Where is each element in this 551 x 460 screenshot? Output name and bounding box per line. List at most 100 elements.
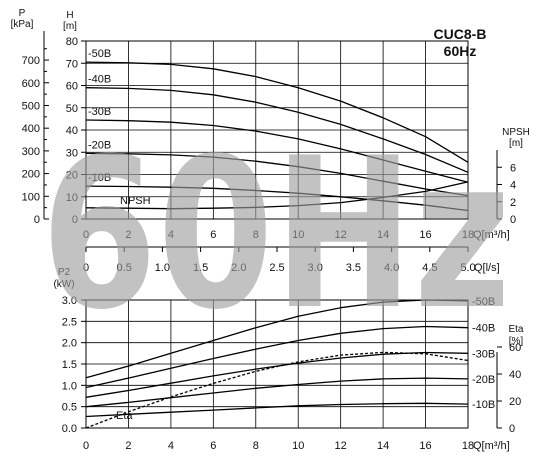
head-curve-50B xyxy=(85,61,469,163)
ls-tick-label: 1.5 xyxy=(193,262,208,274)
chart-title: CUC8-B xyxy=(434,26,487,42)
p2-tick-label: 2.0 xyxy=(62,338,77,350)
curves xyxy=(85,61,469,429)
p2-tick-label: 1.0 xyxy=(62,380,77,392)
top-q-tick-label: 6 xyxy=(210,229,216,241)
p2-tick-label: 1.5 xyxy=(62,359,77,371)
npsh-tick-label: 0 xyxy=(510,214,516,226)
top-h-tick-label: 70 xyxy=(66,58,78,70)
npsh-tick-label: 4 xyxy=(510,180,516,192)
ls-tick-label: 4.5 xyxy=(422,262,437,274)
top-q-tick-label: 14 xyxy=(377,229,389,241)
ls-tick-label: 5.0 xyxy=(460,262,475,274)
power-curve-label: -30B xyxy=(472,348,495,360)
top-q-axis-label: Q[m³/h] xyxy=(473,229,510,241)
eta-axis-unit: [%] xyxy=(509,336,524,347)
p2-axis-unit: (kW) xyxy=(53,279,74,290)
top-h-tick-label: 30 xyxy=(66,147,78,159)
npsh-tick-label: 6 xyxy=(510,162,516,174)
power-curve-40B xyxy=(85,325,469,389)
bottom-q-tick-label: 14 xyxy=(377,440,389,452)
npsh-axis-unit: [m] xyxy=(509,138,523,149)
bottom-q-tick-label: 10 xyxy=(292,440,304,452)
bottom-q-tick-label: 2 xyxy=(125,440,131,452)
top-grid xyxy=(85,40,469,220)
bottom-q-tick-label: 6 xyxy=(210,440,216,452)
power-curve-label: -10B xyxy=(472,399,495,411)
ls-tick-label: 2.5 xyxy=(269,262,284,274)
bottom-q-axis-label: Q[m³/h] xyxy=(473,440,510,452)
ls-tick-label: 3.0 xyxy=(308,262,323,274)
power-curve-10B xyxy=(85,402,469,418)
pressure-axis-title: P xyxy=(19,8,26,19)
pressure-tick-label: 100 xyxy=(22,191,40,203)
head-curveNPSH xyxy=(85,181,469,210)
top-h-tick-label: 60 xyxy=(66,81,78,93)
ls-tick-label: 0 xyxy=(83,262,89,274)
eta-tick-label: 20 xyxy=(509,396,521,408)
bottom-q-tick-label: 4 xyxy=(168,440,174,452)
bottom-q-tick-label: 16 xyxy=(419,440,431,452)
head-curve-10B xyxy=(85,185,469,212)
head-curve-30B xyxy=(85,119,469,183)
head-curve-20B xyxy=(85,152,469,197)
npsh-tick-label: 2 xyxy=(510,197,516,209)
p2-axis-title: P2 xyxy=(58,267,71,278)
p2-tick-label: 2.5 xyxy=(62,316,77,328)
axes xyxy=(43,31,502,429)
power-curve-label: -40B xyxy=(472,323,495,335)
pressure-tick-label: 500 xyxy=(22,100,40,112)
power-curve-50B xyxy=(85,299,469,379)
ls-tick-label: 1.0 xyxy=(155,262,170,274)
ls-tick-label: 0.5 xyxy=(117,262,132,274)
ls-tick-label: 4.0 xyxy=(384,262,399,274)
power-curve-label: -50B xyxy=(472,296,495,308)
bottom-q-tick-label: 0 xyxy=(83,440,89,452)
power-curve-20B xyxy=(85,377,469,408)
top-q-tick-label: 10 xyxy=(292,229,304,241)
top-q-tick-label: 0 xyxy=(83,229,89,241)
pressure-tick-label: 700 xyxy=(22,55,40,67)
head-curve-label: -10B xyxy=(88,172,111,184)
power-curveEta xyxy=(85,351,469,429)
eta-tick-label: 40 xyxy=(509,369,521,381)
top-q-tick-label: 18 xyxy=(462,229,474,241)
head-curve-label: -40B xyxy=(88,74,111,86)
top-q-tick-label: 8 xyxy=(253,229,259,241)
top-h-axis-unit: [m] xyxy=(63,21,77,32)
top-h-tick-label: 20 xyxy=(66,170,78,182)
pressure-tick-label: 600 xyxy=(22,78,40,90)
top-q-tick-label: 12 xyxy=(335,229,347,241)
ls-axis-label: Q[l/s] xyxy=(474,262,500,274)
top-h-tick-label: 10 xyxy=(66,192,78,204)
npsh-axis-title: NPSH xyxy=(502,127,530,138)
pressure-axis-unit: [kPa] xyxy=(11,19,34,30)
head-curve-40B xyxy=(85,87,469,173)
bottom-q-tick-label: 8 xyxy=(253,440,259,452)
top-q-tick-label: 4 xyxy=(168,229,174,241)
p2-tick-label: 0.0 xyxy=(62,423,77,435)
top-q-tick-label: 2 xyxy=(125,229,131,241)
pressure-tick-label: 0 xyxy=(34,214,40,226)
top-h-tick-label: 80 xyxy=(66,36,78,48)
ls-tick-label: 2.0 xyxy=(231,262,246,274)
p2-tick-label: 0.5 xyxy=(62,402,77,414)
pressure-tick-label: 200 xyxy=(22,169,40,181)
ls-tick-label: 3.5 xyxy=(346,262,361,274)
eta-tick-label: 60 xyxy=(509,342,521,354)
bottom-q-tick-label: 12 xyxy=(335,440,347,452)
chart-subtitle: 60Hz xyxy=(444,43,477,59)
p2-tick-label: 3.0 xyxy=(62,295,77,307)
eta-curve-label: Eta xyxy=(116,410,133,422)
pressure-tick-label: 400 xyxy=(22,123,40,135)
eta-tick-label: 0 xyxy=(509,423,515,435)
eta-axis-title: Eta xyxy=(508,324,523,335)
top-h-tick-label: 50 xyxy=(66,103,78,115)
top-h-tick-label: 0 xyxy=(72,214,78,226)
head-curve-label: -30B xyxy=(88,106,111,118)
head-curve-label: -20B xyxy=(88,139,111,151)
npsh-curve-label: NPSH xyxy=(120,195,151,207)
